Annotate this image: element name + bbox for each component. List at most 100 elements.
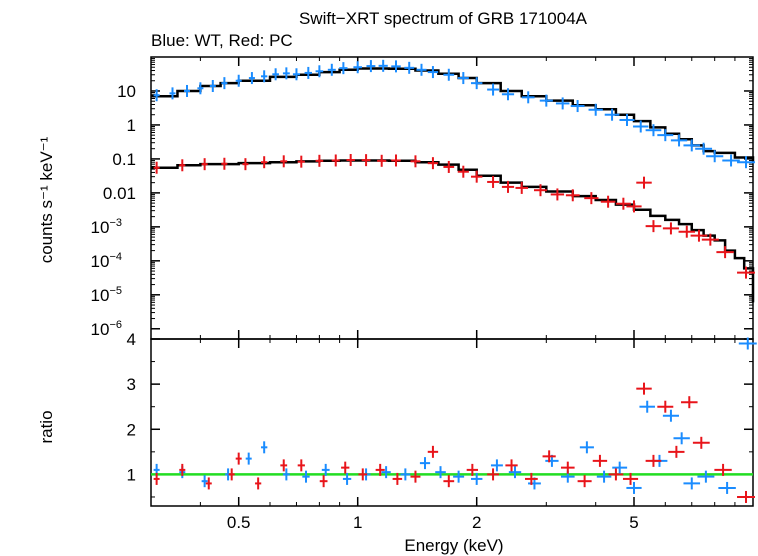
ratio-point-pc [466,463,479,476]
ratio-point-wt [718,481,736,494]
y-tick-label: 1 [127,116,136,135]
ratio-point-wt [245,452,252,465]
ratio-y-tick-label: 4 [127,330,136,349]
data-point-pc [377,154,387,167]
x-tick-label: 5 [629,513,638,532]
ratio-point-wt [697,470,715,483]
data-point-pc [427,157,439,170]
data-point-wt [683,139,701,152]
spectrum-frame [150,56,754,340]
data-point-wt [304,66,313,79]
ratio-point-wt [662,409,679,422]
y-tick-label: 10 [117,82,136,101]
ratio-point-wt [419,457,431,470]
data-point-wt [404,61,415,74]
data-point-wt [521,91,535,104]
data-point-pc [645,220,662,233]
data-point-pc [457,165,469,178]
ratio-point-wt [302,470,310,483]
data-point-wt [470,77,483,90]
ratio-point-wt [626,481,642,494]
data-point-pc [716,246,734,259]
ratio-point-pc [692,436,710,449]
ratio-point-pc [235,452,242,465]
data-point-pc [636,176,652,189]
data-point-pc [515,181,528,194]
ratio-y-axis-label: ratio [37,410,56,443]
ratio-point-pc [622,472,639,485]
data-point-pc [410,155,421,168]
x-tick-label: 0.5 [227,513,251,532]
ratio-point-pc [410,470,421,483]
ratio-point-pc [341,461,350,474]
data-point-pc [737,266,755,279]
ratio-point-pc [443,475,455,488]
data-point-pc [153,161,160,174]
ratio-point-pc [714,463,732,476]
x-axis-label: Energy (keV) [404,536,503,555]
data-point-pc [346,153,355,166]
ratio-point-pc [153,472,160,485]
ratio-point-wt [261,441,268,454]
chart-title: Swift−XRT spectrum of GRB 171004A [299,9,588,28]
x-tick-label: 2 [472,513,481,532]
ratio-point-pc [737,490,755,503]
ratio-point-pc [657,400,674,413]
data-point-wt [706,150,724,163]
ratio-y-tick-label: 1 [127,465,136,484]
data-point-pc [550,188,565,201]
data-point-pc [565,189,580,202]
data-point-wt [427,66,439,79]
data-point-pc [615,197,631,210]
data-point-wt [169,87,176,100]
data-point-pc [600,195,616,208]
data-point-wt [272,68,279,81]
y-tick-label: 10−4 [91,251,122,271]
data-point-wt [657,129,674,142]
data-point-wt [248,72,255,85]
data-point-wt [184,84,191,97]
data-point-pc [662,222,679,235]
ratio-point-wt [381,466,391,479]
data-point-pc [501,180,515,193]
data-point-wt [722,154,740,167]
data-point-wt [588,103,603,116]
data-point-wt [235,74,242,87]
data-point-pc [331,154,340,167]
data-point-wt [221,77,228,90]
ratio-point-pc [645,454,662,467]
data-point-wt [416,63,427,76]
ratio-point-pc [681,396,698,409]
data-point-wt [443,68,455,81]
ratio-point-wt [579,441,594,454]
ratio-point-pc [375,463,385,476]
ratio-point-wt [321,463,330,476]
data-point-wt [315,65,324,78]
data-point-pc [443,160,455,173]
data-point-pc [533,184,547,197]
ratio-point-pc [427,445,439,458]
data-point-wt [604,108,620,121]
y-tick-label: 0.1 [112,150,136,169]
data-point-wt [209,80,216,93]
data-point-wt [501,88,515,101]
ratio-point-wt [282,468,290,481]
ratio-point-pc [179,463,186,476]
data-point-pc [361,154,371,167]
data-point-pc [678,225,696,238]
ratio-point-pc [592,454,608,467]
ratio-point-wt [508,466,522,479]
y-tick-label: 10−6 [91,319,122,339]
data-point-wt [619,113,635,126]
data-point-wt [327,63,336,76]
ratio-point-pc [577,475,592,488]
ratio-point-pc [392,472,403,485]
chart-subtitle: Blue: WT, Red: PC [151,31,293,50]
data-point-pc [701,233,719,246]
ratio-point-pc [542,450,556,463]
data-point-wt [391,60,401,73]
ratio-point-pc [505,459,518,472]
data-point-wt [645,124,662,137]
ratio-y-tick-label: 3 [127,375,136,394]
data-point-pc [201,158,208,171]
